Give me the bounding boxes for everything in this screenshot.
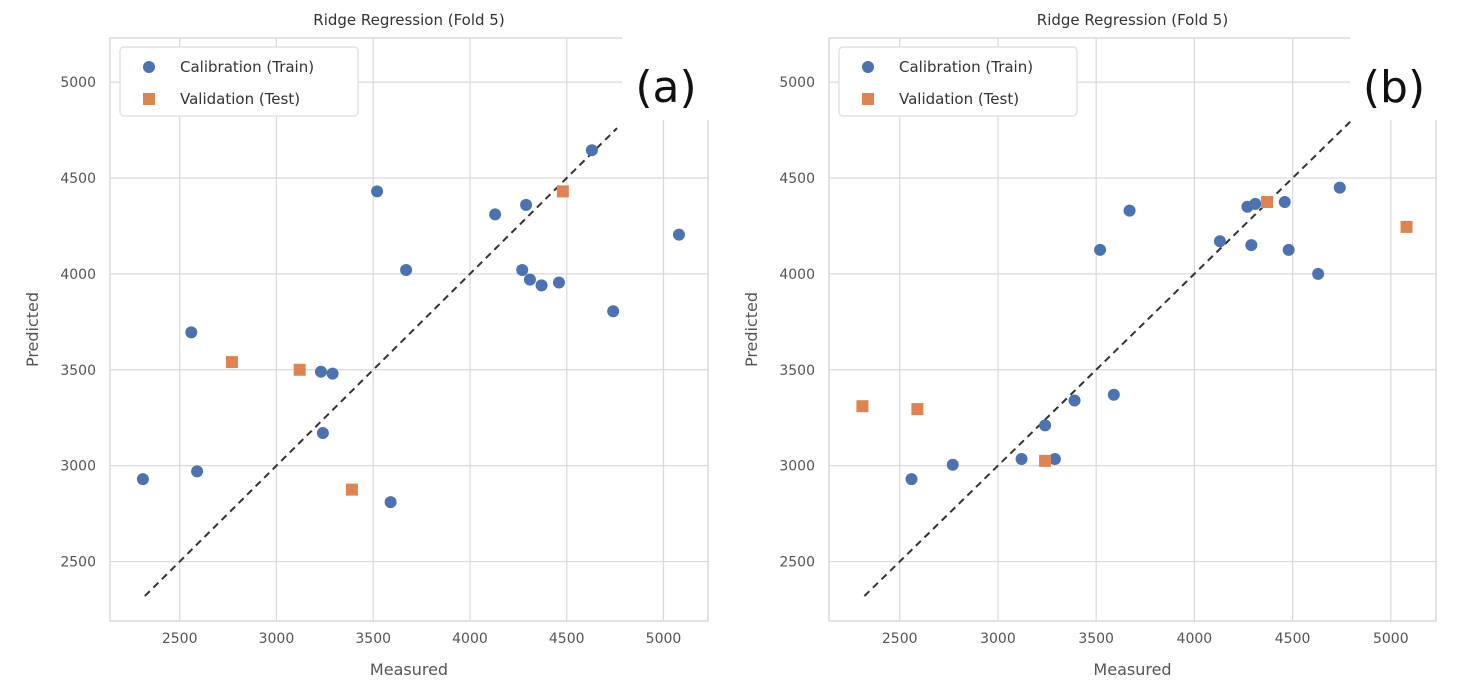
x-tick-label: 4500 — [1275, 631, 1311, 647]
train-point — [1245, 239, 1258, 252]
train-point — [672, 228, 685, 241]
train-point — [316, 427, 329, 440]
y-tick-label: 4000 — [779, 267, 815, 283]
train-point — [185, 326, 198, 339]
legend-label-test: Validation (Test) — [180, 90, 300, 108]
legend-marker-train — [862, 61, 874, 73]
y-tick-label: 4500 — [779, 171, 815, 187]
chart-panel-a: 2500 3000 3500 4000 4500 5000 2500 3000 3500 4000… — [23, 11, 718, 679]
chart-title: Ridge Regression (Fold 5) — [1037, 11, 1228, 29]
x-tick-label: 3500 — [355, 631, 391, 647]
panel-label: (b) — [1363, 62, 1425, 113]
x-tick-label: 5000 — [646, 631, 682, 647]
train-point — [946, 458, 959, 471]
train-point — [585, 144, 598, 157]
legend-box — [119, 46, 359, 117]
legend-label-test: Validation (Test) — [899, 90, 1019, 108]
y-tick-label: 3500 — [779, 363, 815, 379]
train-point — [191, 465, 204, 478]
train-point — [1015, 452, 1028, 465]
y-tick-label: 5000 — [779, 75, 815, 91]
train-point — [1333, 181, 1346, 194]
train-point — [1048, 452, 1061, 465]
train-point — [400, 264, 413, 277]
panel-label-background — [1350, 24, 1446, 120]
legend-marker-train — [143, 61, 155, 73]
identity-reference-line — [144, 127, 618, 597]
legend-box — [838, 46, 1078, 117]
x-tick-label: 3500 — [1078, 631, 1114, 647]
x-tick-label: 3000 — [259, 631, 295, 647]
train-point — [523, 273, 536, 286]
y-tick-label: 4500 — [60, 171, 96, 187]
test-point — [1039, 454, 1052, 467]
chart-title: Ridge Regression (Fold 5) — [313, 11, 504, 29]
legend-marker-test — [862, 93, 874, 105]
chart-panel-b: 2500 3000 3500 4000 4500 5000 2500 3000 3500 4000… — [742, 11, 1446, 679]
test-point — [556, 185, 569, 198]
train-point — [384, 496, 397, 509]
train-point — [516, 264, 529, 277]
y-tick-label: 2500 — [779, 555, 815, 571]
train-point — [1123, 204, 1136, 217]
legend-marker-test — [143, 93, 155, 105]
test-point — [911, 403, 924, 416]
x-tick-label: 4500 — [549, 631, 585, 647]
train-point — [607, 305, 620, 318]
train-point — [1107, 388, 1120, 401]
panel-label-background — [622, 24, 718, 120]
test-point — [1261, 195, 1274, 208]
x-tick-label: 4000 — [452, 631, 488, 647]
train-point — [552, 276, 565, 289]
test-point — [293, 363, 306, 376]
train-point — [1282, 243, 1295, 256]
train-point — [1312, 267, 1325, 280]
y-tick-label: 3000 — [60, 459, 96, 475]
y-tick-label: 4000 — [60, 267, 96, 283]
y-axis-label: Predicted — [742, 292, 761, 367]
test-point — [1400, 220, 1413, 233]
train-point — [371, 185, 384, 198]
test-point — [345, 483, 358, 496]
train-point — [1213, 235, 1226, 248]
panel-label: (a) — [635, 62, 696, 113]
x-tick-label: 5000 — [1373, 631, 1409, 647]
train-point — [1039, 419, 1052, 432]
y-axis-label: Predicted — [23, 292, 42, 367]
train-point — [1094, 243, 1107, 256]
identity-reference-line — [863, 115, 1357, 597]
x-axis-label: Measured — [370, 660, 448, 679]
x-tick-label: 3000 — [980, 631, 1016, 647]
x-axis-label: Measured — [1093, 660, 1171, 679]
legend-label-train: Calibration (Train) — [899, 58, 1033, 76]
x-tick-label: 2500 — [882, 631, 918, 647]
y-tick-label: 2500 — [60, 555, 96, 571]
train-point — [535, 279, 548, 292]
train-point — [136, 473, 149, 486]
y-tick-label: 3000 — [779, 459, 815, 475]
plot-area — [828, 37, 1437, 622]
train-point — [1068, 394, 1081, 407]
x-tick-label: 4000 — [1177, 631, 1213, 647]
test-point — [225, 356, 238, 369]
plot-area — [109, 37, 709, 622]
train-point — [1249, 197, 1262, 210]
y-tick-label: 3500 — [60, 363, 96, 379]
y-tick-label: 5000 — [60, 75, 96, 91]
train-point — [326, 367, 339, 380]
train-point — [489, 208, 502, 221]
train-point — [905, 473, 918, 486]
x-tick-label: 2500 — [162, 631, 198, 647]
train-point — [1278, 195, 1291, 208]
train-point — [314, 365, 327, 378]
train-point — [520, 198, 533, 211]
legend-label-train: Calibration (Train) — [180, 58, 314, 76]
test-point — [856, 400, 869, 413]
